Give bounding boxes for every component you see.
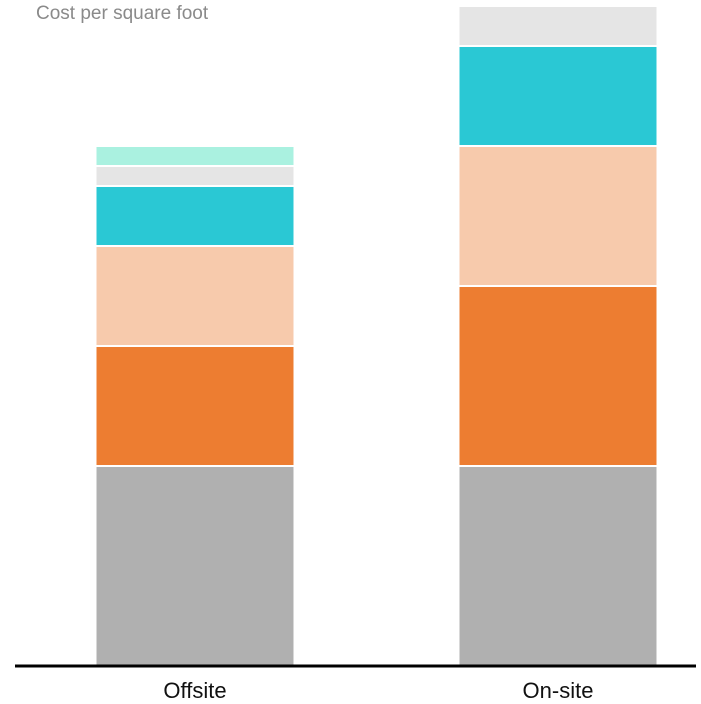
bar-segment-offsite-2 <box>94 345 296 467</box>
bar-stacks <box>94 5 659 667</box>
bar-segment-on-site-1 <box>457 465 659 667</box>
bar-segment-on-site-4 <box>457 45 659 147</box>
bar-segment-offsite-3 <box>94 245 296 347</box>
bar-segment-offsite-6 <box>94 145 296 167</box>
bar-segment-on-site-2 <box>457 285 659 467</box>
bar-segment-on-site-5 <box>457 5 659 47</box>
bar-segment-offsite-1 <box>94 465 296 667</box>
bar-segment-on-site-3 <box>457 145 659 287</box>
x-tick-label: On-site <box>523 678 594 703</box>
x-axis-labels: Offsite On-site <box>163 678 593 703</box>
bar-segment-offsite-4 <box>94 185 296 247</box>
bar-segment-offsite-5 <box>94 165 296 187</box>
x-tick-label: Offsite <box>163 678 226 703</box>
chart-title: Cost per square foot <box>36 3 209 24</box>
